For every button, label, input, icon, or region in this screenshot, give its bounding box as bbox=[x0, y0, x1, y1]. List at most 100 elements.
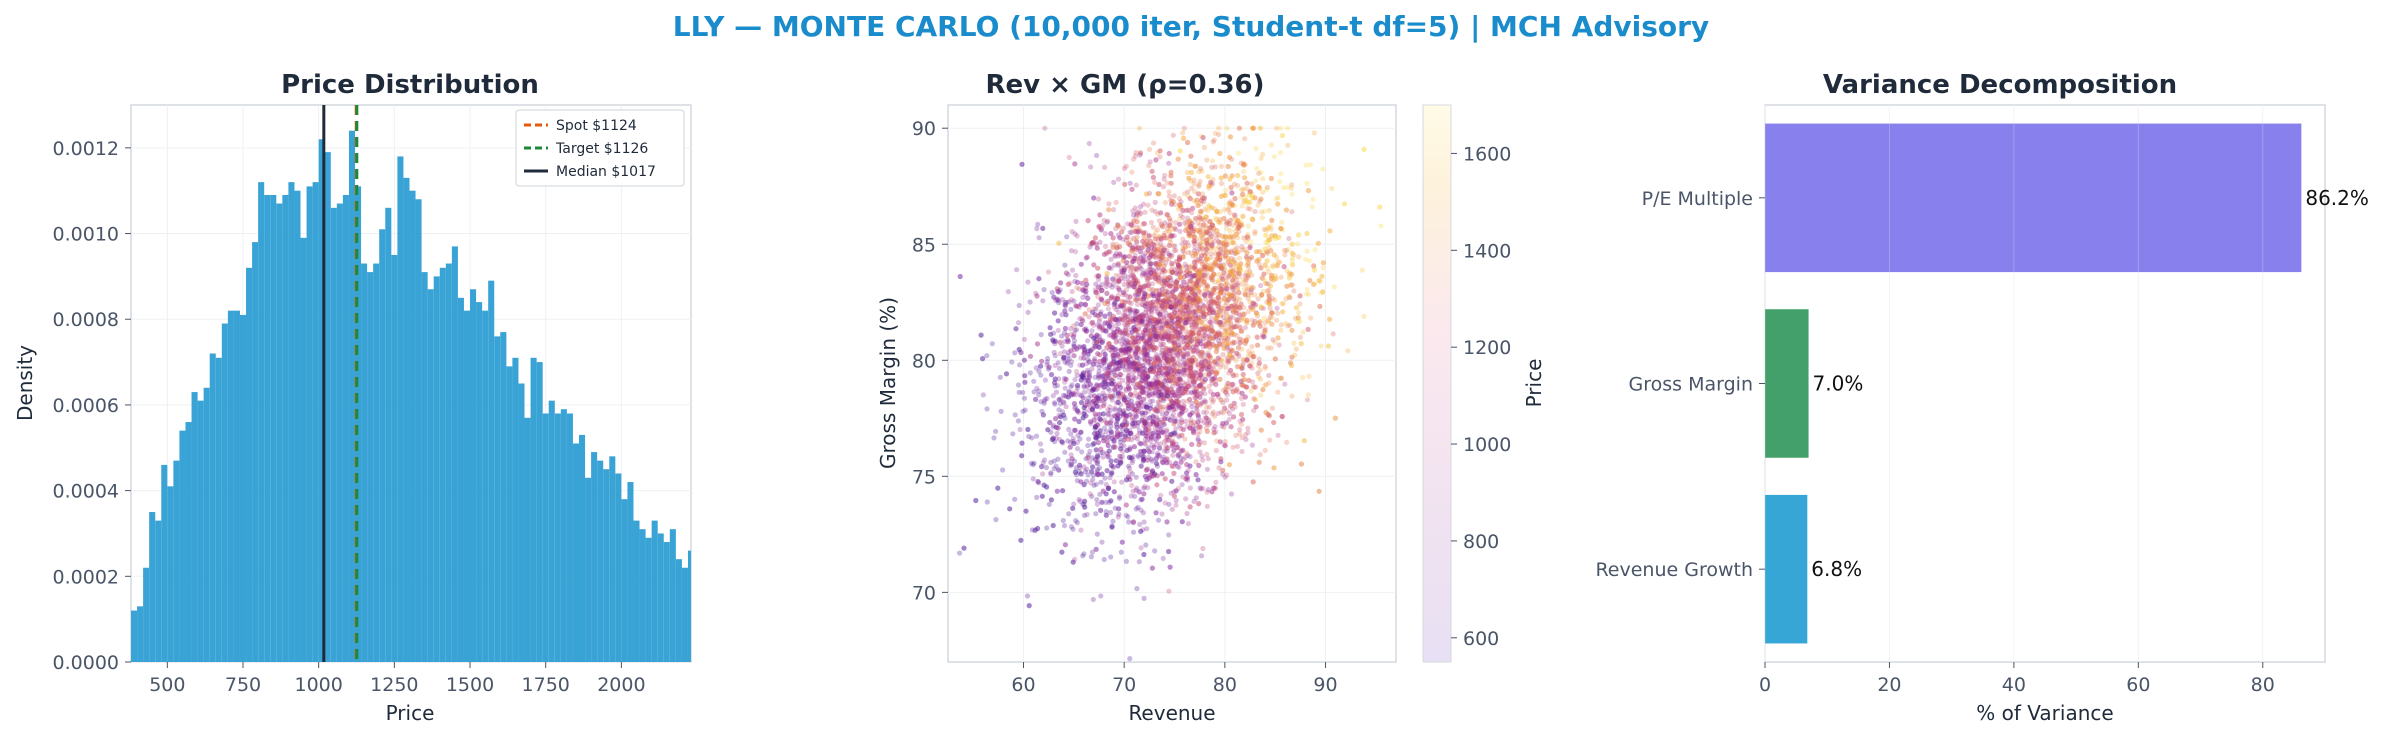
scatter-point bbox=[1258, 265, 1264, 271]
scatter-point bbox=[1176, 321, 1182, 327]
scatter-point bbox=[1132, 493, 1138, 499]
scatter-point bbox=[1153, 380, 1159, 386]
scatter-point bbox=[1220, 399, 1226, 406]
scatter-point bbox=[1176, 264, 1183, 270]
scatter-point bbox=[1234, 182, 1241, 189]
scatter-title: Rev × GM (ρ=0.36) bbox=[985, 70, 1264, 100]
scatter-point bbox=[1112, 316, 1118, 322]
scatter-point bbox=[1141, 258, 1147, 264]
scatter-point bbox=[1223, 300, 1229, 306]
scatter-point bbox=[1143, 271, 1149, 277]
scatter-point bbox=[1245, 430, 1251, 436]
scatter-point bbox=[1111, 479, 1117, 485]
scatter-point bbox=[1231, 285, 1237, 291]
scatter-point bbox=[1137, 430, 1143, 436]
histogram-bar bbox=[421, 272, 428, 662]
scatter-point bbox=[1164, 370, 1171, 376]
scatter-point bbox=[1117, 494, 1123, 500]
scatter-point bbox=[1015, 320, 1022, 326]
scatter-point bbox=[1279, 219, 1285, 225]
histogram-bar bbox=[306, 186, 313, 662]
scatter-point bbox=[1216, 125, 1222, 131]
scatter-point bbox=[1110, 235, 1116, 241]
scatter-point bbox=[1132, 228, 1138, 235]
scatter-point bbox=[1166, 373, 1172, 379]
histogram-bar bbox=[361, 263, 368, 662]
scatter-point bbox=[1127, 346, 1133, 352]
scatter-point bbox=[1233, 298, 1239, 304]
scatter-point bbox=[1150, 419, 1156, 425]
x-tick-label: 1000 bbox=[294, 674, 342, 696]
scatter-point bbox=[1109, 284, 1115, 290]
scatter-point bbox=[1165, 365, 1171, 371]
scatter-point bbox=[1208, 324, 1215, 330]
scatter-point bbox=[1071, 338, 1078, 344]
scatter-point bbox=[1171, 447, 1177, 454]
scatter-point bbox=[1173, 301, 1179, 308]
scatter-point bbox=[1039, 493, 1045, 499]
scatter-point bbox=[1129, 402, 1135, 408]
scatter-point bbox=[1173, 373, 1179, 379]
scatter-point bbox=[1108, 347, 1114, 353]
scatter-point bbox=[1199, 269, 1205, 275]
scatter-point bbox=[1305, 392, 1311, 398]
scatter-point bbox=[1104, 219, 1110, 225]
scatter-point bbox=[1270, 337, 1276, 343]
histogram-bar bbox=[554, 413, 561, 662]
scatter-point bbox=[1190, 331, 1196, 337]
histogram-y-ticks: 0.00000.00020.00040.00060.00080.00100.00… bbox=[53, 138, 131, 674]
scatter-point bbox=[1084, 466, 1090, 472]
scatter-point bbox=[1151, 368, 1157, 374]
scatter-point bbox=[1266, 297, 1272, 303]
scatter-point bbox=[1085, 295, 1091, 301]
scatter-point bbox=[1180, 398, 1186, 405]
scatter-point bbox=[1168, 357, 1174, 363]
scatter-point bbox=[1157, 262, 1163, 268]
scatter-point bbox=[1228, 262, 1234, 268]
scatter-point bbox=[1183, 207, 1189, 214]
scatter-point bbox=[1012, 412, 1018, 418]
scatter-point bbox=[1243, 269, 1250, 275]
scatter-point bbox=[1160, 184, 1167, 190]
scatter-point bbox=[1213, 235, 1220, 241]
scatter-point bbox=[1217, 364, 1223, 370]
scatter-point bbox=[1083, 285, 1089, 291]
scatter-point bbox=[1145, 275, 1151, 281]
scatter-point bbox=[1263, 280, 1269, 286]
scatter-point bbox=[1121, 165, 1128, 171]
scatter-point bbox=[1237, 296, 1243, 302]
scatter-point bbox=[1266, 372, 1272, 379]
scatter-point bbox=[1224, 397, 1230, 403]
scatter-point bbox=[1154, 473, 1160, 479]
scatter-point bbox=[1278, 274, 1284, 280]
scatter-point bbox=[1278, 125, 1284, 131]
scatter-point bbox=[991, 435, 997, 441]
scatter-point bbox=[1204, 225, 1210, 231]
scatter-point bbox=[1136, 370, 1142, 376]
scatter-point bbox=[1268, 275, 1274, 282]
scatter-point bbox=[1085, 295, 1091, 301]
scatter-point bbox=[1030, 476, 1036, 482]
scatter-point bbox=[1105, 452, 1111, 458]
scatter-point bbox=[1078, 377, 1084, 383]
scatter-point bbox=[1241, 286, 1247, 292]
scatter-point bbox=[1072, 161, 1078, 167]
scatter-point bbox=[1083, 328, 1090, 334]
histogram-bar bbox=[155, 520, 162, 662]
scatter-point bbox=[1113, 225, 1119, 232]
scatter-point bbox=[1227, 303, 1233, 309]
scatter-point bbox=[1137, 317, 1143, 324]
scatter-point bbox=[1195, 363, 1201, 369]
scatter-point bbox=[1161, 341, 1167, 347]
scatter-point bbox=[1221, 442, 1227, 448]
scatter-point bbox=[1253, 249, 1260, 255]
scatter-point bbox=[1218, 180, 1225, 187]
scatter-point bbox=[1170, 380, 1177, 386]
scatter-point bbox=[1211, 334, 1217, 340]
scatter-point bbox=[1228, 270, 1234, 277]
scatter-point bbox=[1084, 511, 1090, 518]
scatter-point bbox=[1160, 323, 1166, 329]
histogram-bar bbox=[179, 430, 186, 662]
y-tick-label: 0.0008 bbox=[53, 309, 119, 331]
scatter-point bbox=[1139, 389, 1146, 395]
